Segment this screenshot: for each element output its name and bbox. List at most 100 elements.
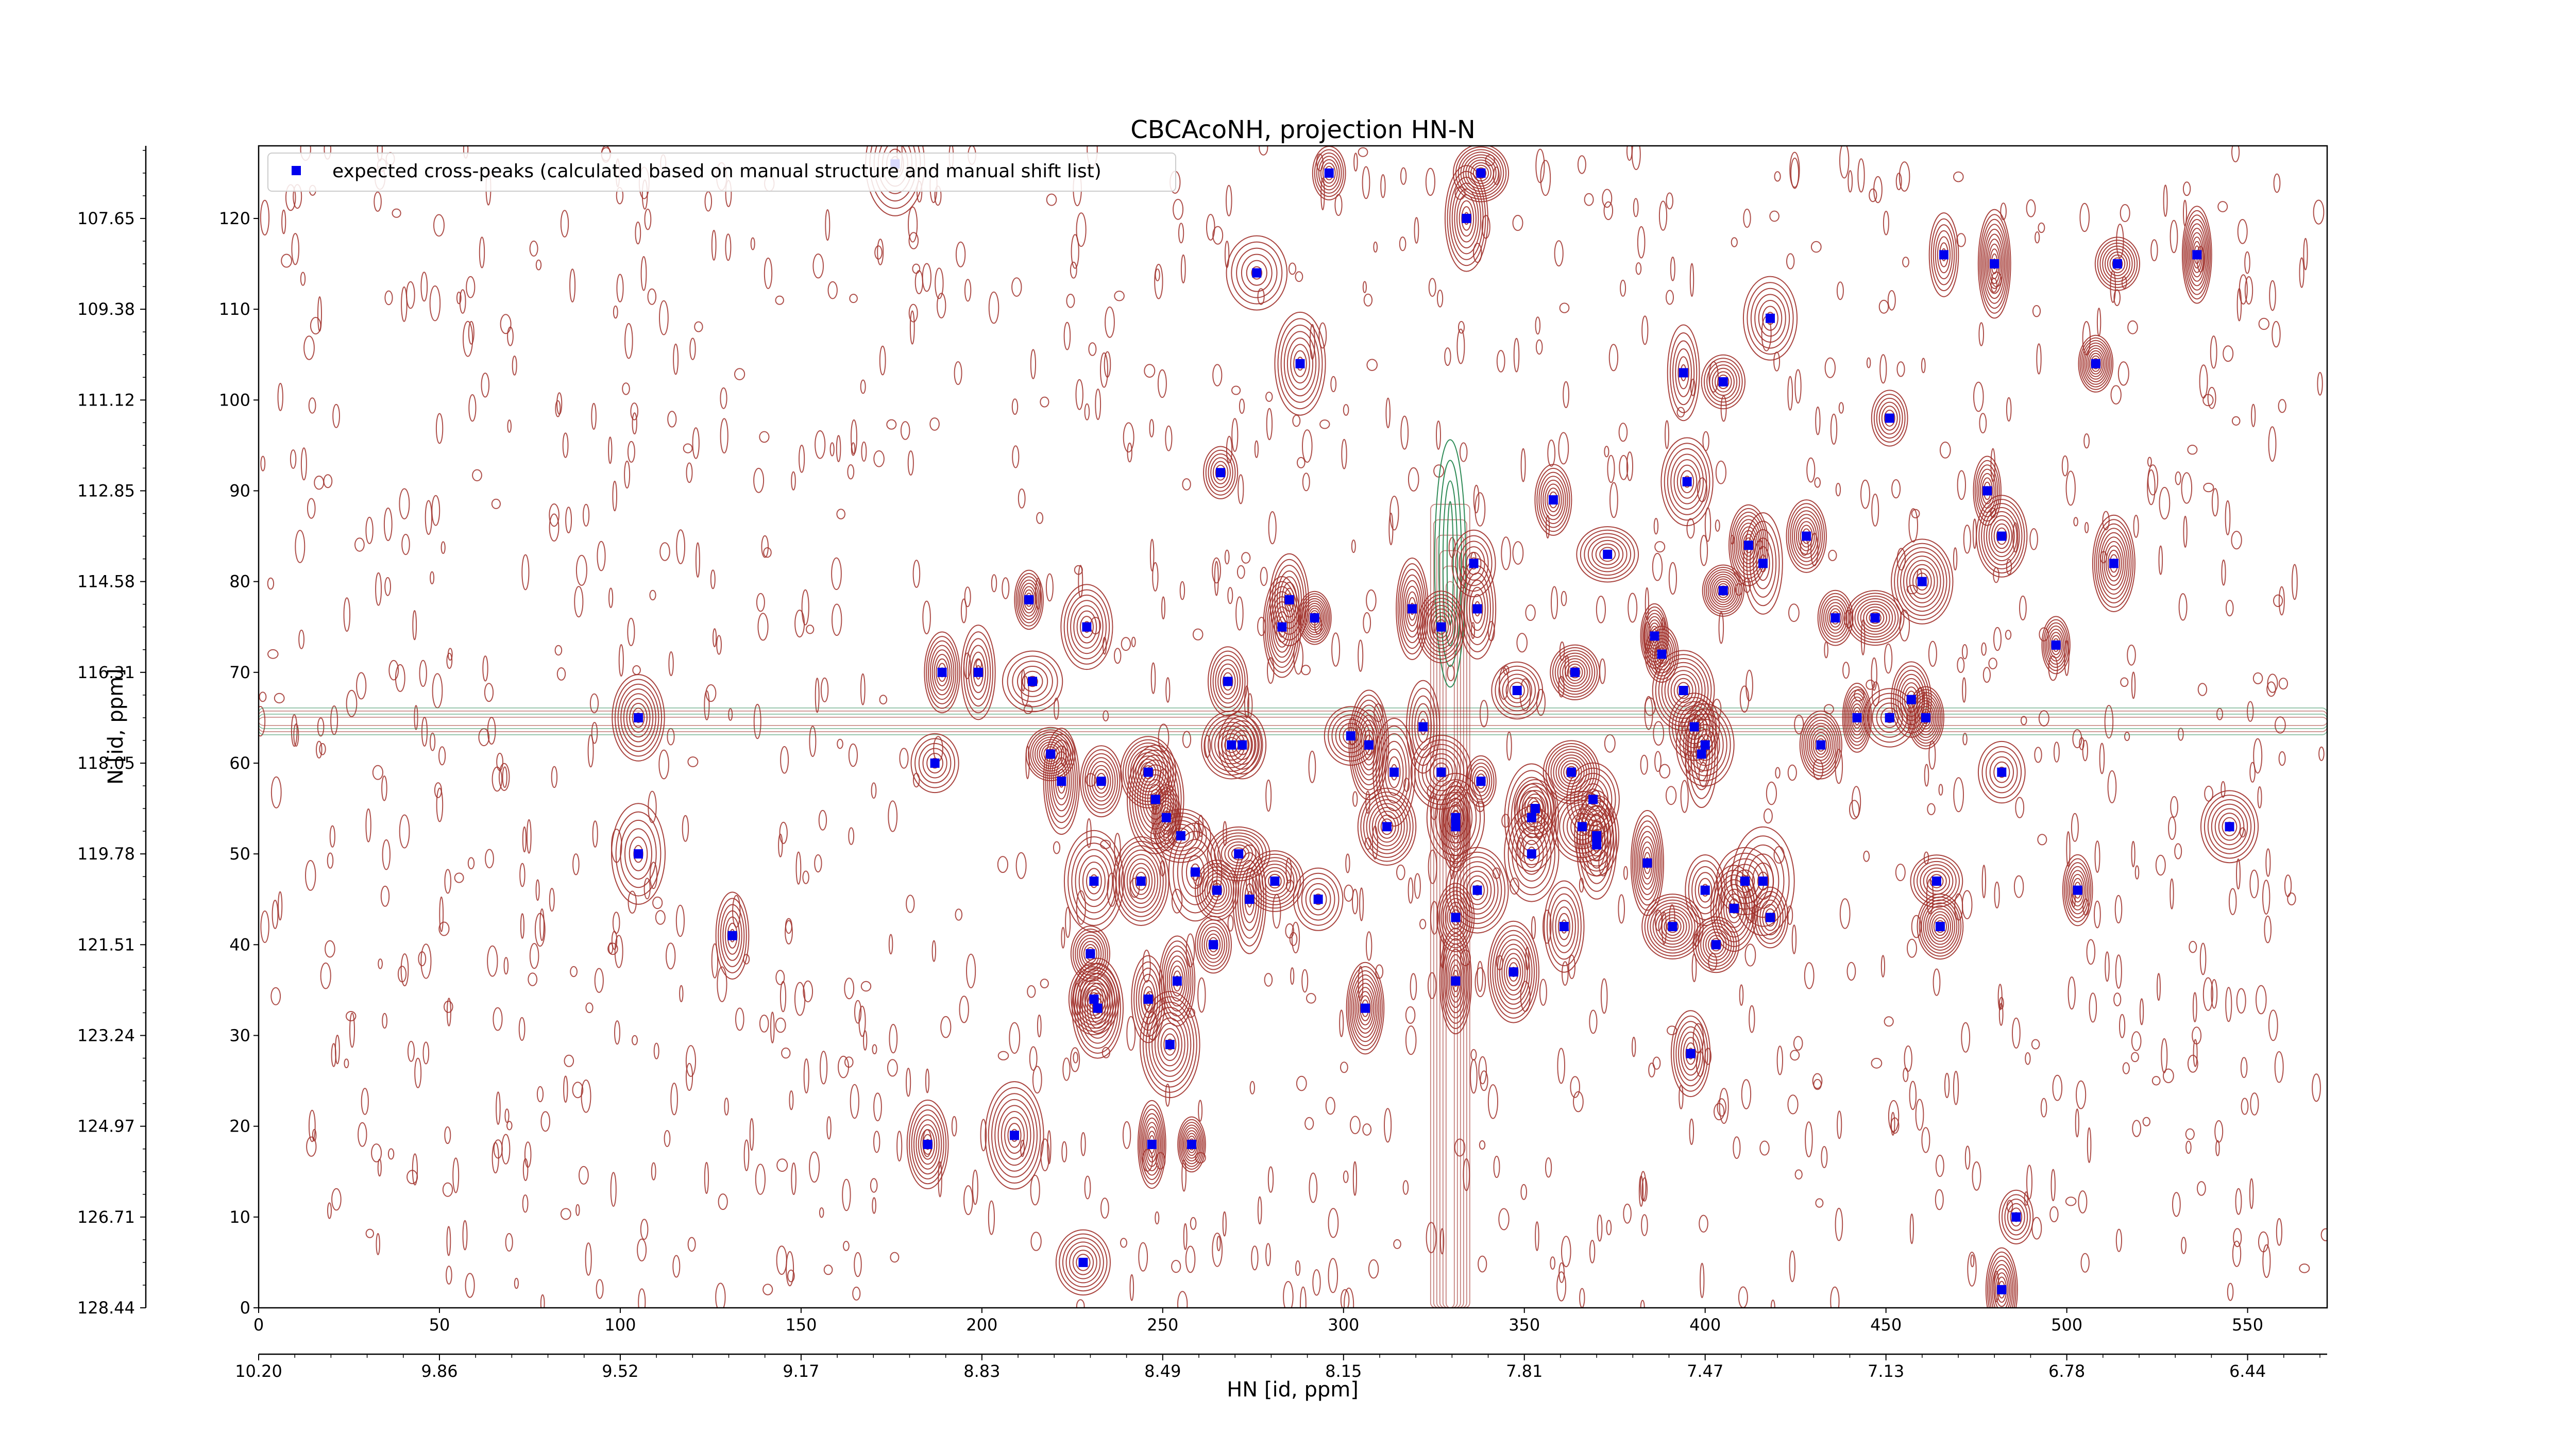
peak-contour (914, 738, 956, 788)
peak-contour (1077, 935, 1104, 973)
noise-contour (2025, 1052, 2031, 1065)
noise-contour (1806, 457, 1816, 483)
noise-contour (1863, 850, 1870, 862)
peak-contour (1906, 560, 1938, 603)
noise-contour (1981, 865, 1987, 899)
peak-contour (1297, 872, 1340, 926)
peak-contour (1823, 599, 1848, 637)
peak-contour (2047, 629, 2064, 662)
noise-contour (493, 1007, 503, 1031)
noise-contour (444, 1126, 451, 1144)
noise-contour (826, 1116, 832, 1140)
noise-contour (851, 419, 857, 454)
noise-contour (1470, 622, 1476, 639)
noise-contour (485, 849, 494, 869)
noise-contour (1908, 508, 1918, 543)
noise-contour (456, 291, 462, 305)
noise-contour (1787, 1094, 1799, 1115)
noise-contour (1267, 657, 1275, 684)
noise-contour (565, 507, 572, 533)
peak-contour (1909, 689, 1943, 747)
noise-contour (964, 586, 971, 608)
peak-contour (1701, 354, 1746, 410)
peak-contour (1062, 1237, 1104, 1288)
peak-contour (1978, 499, 2025, 574)
noise-contour (325, 940, 335, 958)
peak-contour (1497, 939, 1531, 1005)
noise-contour (1171, 1260, 1181, 1273)
peak-contour (2191, 237, 2203, 273)
peak-contour (1226, 235, 1288, 311)
peak-contour (1673, 678, 1693, 703)
noise-contour (1749, 1005, 1755, 1033)
noise-contour (281, 254, 292, 268)
y-tick-label: 50 (229, 844, 250, 864)
noise-contour (1192, 628, 1204, 641)
peak-contour (1754, 294, 1786, 343)
noise-contour (1127, 442, 1132, 463)
cross-peak-marker (1046, 749, 1056, 759)
cross-peak-marker (1997, 531, 2007, 541)
peak-contour (1001, 1111, 1028, 1160)
noise-contour (659, 542, 670, 561)
noise-contour (1869, 188, 1877, 203)
noise-contour (820, 677, 829, 702)
noise-contour (997, 1051, 1009, 1060)
peak-contour (1698, 878, 1713, 903)
peak-contour (1925, 905, 1956, 948)
peak-contour (1143, 1117, 1161, 1171)
peak-contour (1081, 941, 1100, 967)
noise-contour (1620, 279, 1626, 297)
noise-contour (622, 382, 630, 395)
noise-contour (592, 820, 598, 848)
peak-contour (1208, 453, 1233, 492)
peak-contour (1987, 1251, 2016, 1308)
peak-contour (1443, 894, 1469, 941)
noise-contour (2124, 732, 2130, 742)
ridge-contour (259, 707, 2327, 735)
peak-contour (1909, 564, 1935, 599)
noise-contour (2105, 951, 2110, 982)
peak-contour (1206, 933, 1221, 956)
noise-contour (2182, 181, 2191, 196)
noise-contour (503, 957, 509, 975)
cross-peak-marker (2073, 885, 2082, 895)
noise-contour (1535, 1221, 1539, 1251)
noise-contour (2079, 203, 2090, 232)
peak-contour (1168, 822, 1223, 922)
peak-contour (1366, 799, 1408, 854)
peak-contour (1798, 521, 1815, 551)
peak-contour (1638, 836, 1656, 890)
noise-contour (2189, 940, 2197, 953)
cross-peak-marker (1530, 804, 1540, 814)
noise-contour (2115, 1228, 2122, 1252)
noise-contour (1848, 170, 1853, 193)
noise-contour (358, 1122, 367, 1147)
noise-contour (371, 1143, 382, 1162)
noise-contour (2150, 239, 2158, 262)
noise-contour (1626, 146, 1633, 161)
noise-contour (395, 664, 405, 692)
peak-contour (720, 904, 745, 967)
peak-contour (1148, 1007, 1192, 1083)
peak-contour (2084, 345, 2108, 382)
noise-contour (2029, 528, 2038, 550)
noise-contour (2120, 677, 2129, 687)
peak-contour (1557, 652, 1593, 693)
cross-peak-marker (1136, 877, 1146, 886)
peak-contour (994, 1099, 1035, 1172)
cross-peak-marker (634, 713, 643, 722)
noise-contour (1425, 167, 1435, 196)
noise-contour (1212, 1233, 1223, 1267)
noise-contour (812, 254, 824, 279)
noise-contour (365, 516, 374, 544)
peak-contour (1646, 629, 1677, 680)
noise-contour (1190, 1217, 1197, 1230)
peak-contour (1135, 755, 1162, 789)
peak-contour (1897, 547, 1947, 616)
noise-contour (1618, 894, 1625, 924)
peak-contour (1587, 536, 1628, 572)
noise-contour (1970, 1254, 1975, 1268)
noise-contour (1185, 1245, 1196, 1273)
peak-contour (1815, 735, 1827, 755)
